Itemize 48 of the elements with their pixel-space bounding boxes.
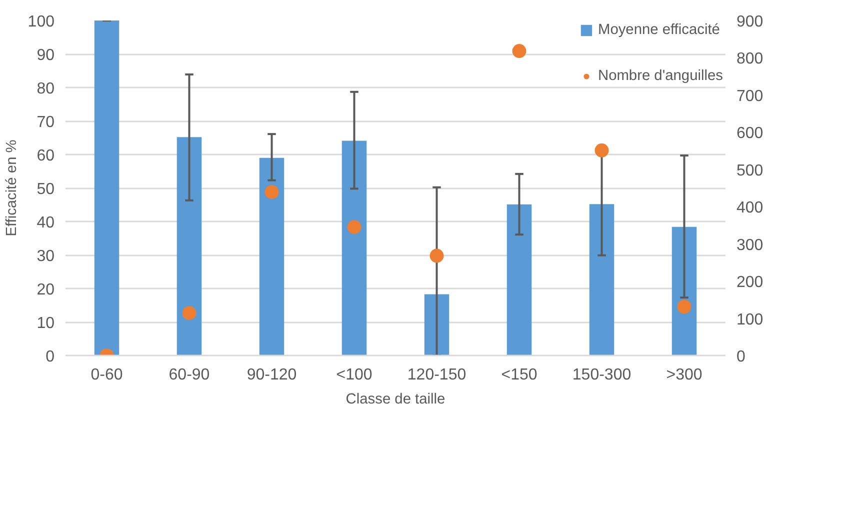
y-tick-label: 50 [36, 181, 55, 198]
point [347, 220, 362, 234]
y-tick-label: 0 [46, 348, 55, 366]
y2-tick-label: 800 [736, 50, 764, 68]
y2-tick-label: 900 [736, 14, 764, 30]
x-tick-label: 0-60 [90, 366, 123, 384]
bar [259, 158, 284, 356]
x-tick-label: <150 [501, 366, 538, 384]
legend-label: Moyenne efficacité [598, 22, 720, 38]
y2-tick-label: 0 [736, 348, 746, 366]
y-axis-title: Efficacité en % [4, 140, 20, 236]
bar [176, 137, 202, 356]
point [430, 248, 444, 263]
point [264, 185, 279, 200]
point [594, 143, 609, 158]
x-tick-label: <100 [336, 366, 372, 384]
bar [424, 294, 450, 356]
x-tick-label: 60-90 [168, 366, 210, 384]
bar [589, 204, 614, 356]
y-tick-label: 20 [36, 282, 55, 298]
y2-tick-label: 600 [736, 125, 764, 142]
point [182, 306, 196, 320]
point [677, 300, 692, 314]
legend-label: Nombre d'anguilles [598, 68, 723, 84]
y-tick-label: 70 [36, 114, 55, 131]
y-tick-label: 10 [36, 315, 55, 332]
x-tick-label: 120-150 [407, 366, 466, 384]
y-tick-label: 60 [36, 148, 55, 164]
y-tick-label: 80 [36, 80, 55, 98]
bar [342, 140, 367, 356]
bar [672, 226, 697, 356]
y-tick-label: 100 [28, 14, 55, 30]
y-tick-label: 90 [36, 47, 55, 64]
bar [506, 204, 532, 356]
x-tick-label: 90-120 [246, 366, 297, 384]
y2-tick-label: 200 [736, 274, 764, 292]
x-axis-title: Classe de taille [346, 392, 446, 408]
y2-tick-label: 700 [736, 88, 764, 105]
y-tick-label: 40 [36, 214, 55, 232]
y2-tick-label: 500 [736, 162, 764, 180]
y2-tick-label: 300 [736, 236, 764, 254]
point [512, 44, 526, 58]
y-tick-label: 30 [36, 248, 55, 265]
bar [94, 20, 120, 356]
y2-tick-label: 100 [736, 311, 764, 328]
x-tick-label: 150-300 [572, 366, 632, 384]
y2-tick-label: 400 [736, 200, 764, 217]
x-tick-label: >300 [666, 366, 702, 384]
